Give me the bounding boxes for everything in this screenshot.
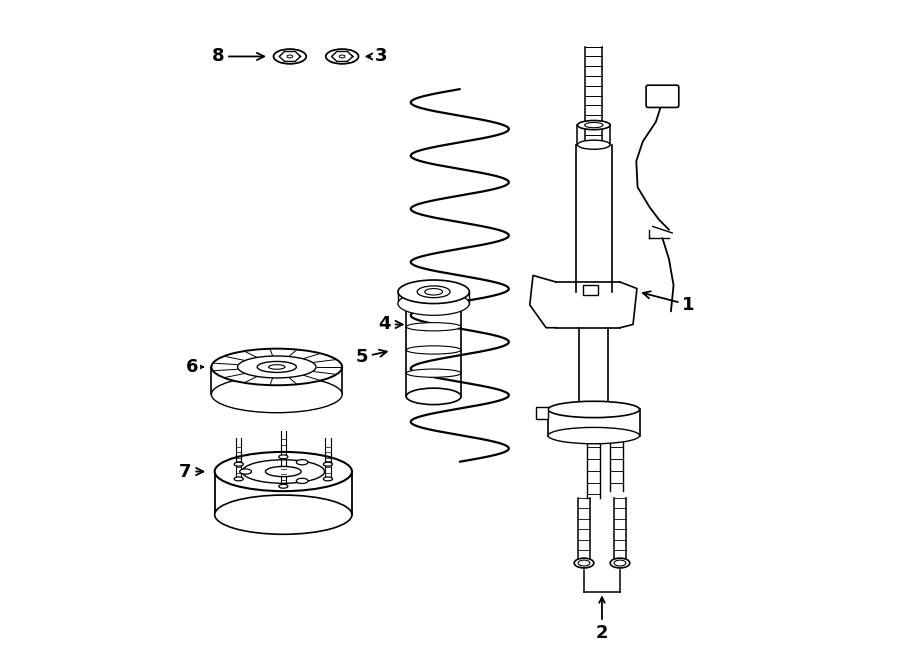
Ellipse shape xyxy=(212,349,342,385)
Text: 1: 1 xyxy=(643,291,695,314)
Text: 7: 7 xyxy=(179,463,203,481)
Ellipse shape xyxy=(574,558,594,568)
Ellipse shape xyxy=(215,495,352,534)
Ellipse shape xyxy=(398,280,469,304)
Ellipse shape xyxy=(323,477,332,481)
Ellipse shape xyxy=(339,55,345,58)
Ellipse shape xyxy=(425,289,443,295)
Ellipse shape xyxy=(406,388,461,404)
Ellipse shape xyxy=(234,477,243,481)
Ellipse shape xyxy=(418,286,450,298)
Ellipse shape xyxy=(287,55,292,58)
Ellipse shape xyxy=(215,452,352,491)
Ellipse shape xyxy=(296,478,308,483)
Ellipse shape xyxy=(548,401,640,418)
Ellipse shape xyxy=(234,462,243,466)
Ellipse shape xyxy=(268,365,285,369)
Ellipse shape xyxy=(242,460,325,483)
Ellipse shape xyxy=(578,120,610,130)
Ellipse shape xyxy=(323,462,332,466)
Ellipse shape xyxy=(578,140,610,149)
Text: 4: 4 xyxy=(378,316,402,334)
Ellipse shape xyxy=(212,376,342,412)
Ellipse shape xyxy=(238,356,316,378)
Text: 2: 2 xyxy=(596,624,608,642)
Ellipse shape xyxy=(279,455,288,459)
Ellipse shape xyxy=(406,369,461,377)
Bar xyxy=(582,285,599,295)
Ellipse shape xyxy=(406,346,461,354)
Ellipse shape xyxy=(585,122,603,128)
Ellipse shape xyxy=(326,49,358,64)
Text: 6: 6 xyxy=(185,358,203,376)
Text: 5: 5 xyxy=(356,348,387,366)
Ellipse shape xyxy=(274,49,306,64)
Ellipse shape xyxy=(398,292,469,315)
Ellipse shape xyxy=(239,469,251,474)
Ellipse shape xyxy=(296,459,308,465)
Text: 8: 8 xyxy=(212,48,264,66)
Text: 3: 3 xyxy=(366,48,388,66)
FancyBboxPatch shape xyxy=(646,85,679,107)
Ellipse shape xyxy=(610,558,630,568)
Ellipse shape xyxy=(614,560,626,566)
Ellipse shape xyxy=(257,361,296,373)
Ellipse shape xyxy=(578,560,590,566)
Bar xyxy=(536,408,548,419)
Ellipse shape xyxy=(548,428,640,444)
Ellipse shape xyxy=(266,467,302,477)
Ellipse shape xyxy=(406,322,461,331)
Ellipse shape xyxy=(279,485,288,488)
